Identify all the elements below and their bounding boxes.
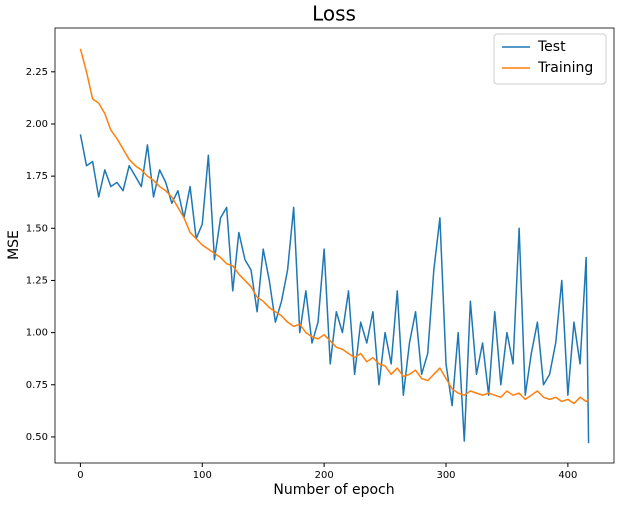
y-tick-label: 1.25: [26, 275, 48, 286]
x-tick-label: 0: [77, 470, 83, 481]
legend-label: Training: [537, 60, 593, 76]
y-tick-label: 2.25: [26, 67, 48, 78]
x-tick-label: 300: [436, 470, 455, 481]
plot-frame: [54, 27, 615, 464]
y-tick-label: 1.50: [26, 223, 48, 234]
x-axis-label: Number of epoch: [273, 482, 394, 498]
chart-title: Loss: [312, 2, 356, 26]
y-tick-label: 0.50: [26, 432, 48, 443]
data-line: [79, 48, 590, 405]
y-tick-label: 1.75: [26, 171, 48, 182]
x-tick-label: 200: [315, 470, 334, 481]
data-line: [79, 134, 590, 444]
x-tick-label: 400: [558, 470, 577, 481]
legend-label: Test: [537, 39, 566, 55]
x-tick-label: 100: [193, 470, 212, 481]
y-tick-label: 1.00: [26, 328, 48, 339]
y-tick-label: 0.75: [26, 380, 48, 391]
y-axis-label: MSE: [6, 230, 22, 260]
y-tick-label: 2.00: [26, 119, 48, 130]
